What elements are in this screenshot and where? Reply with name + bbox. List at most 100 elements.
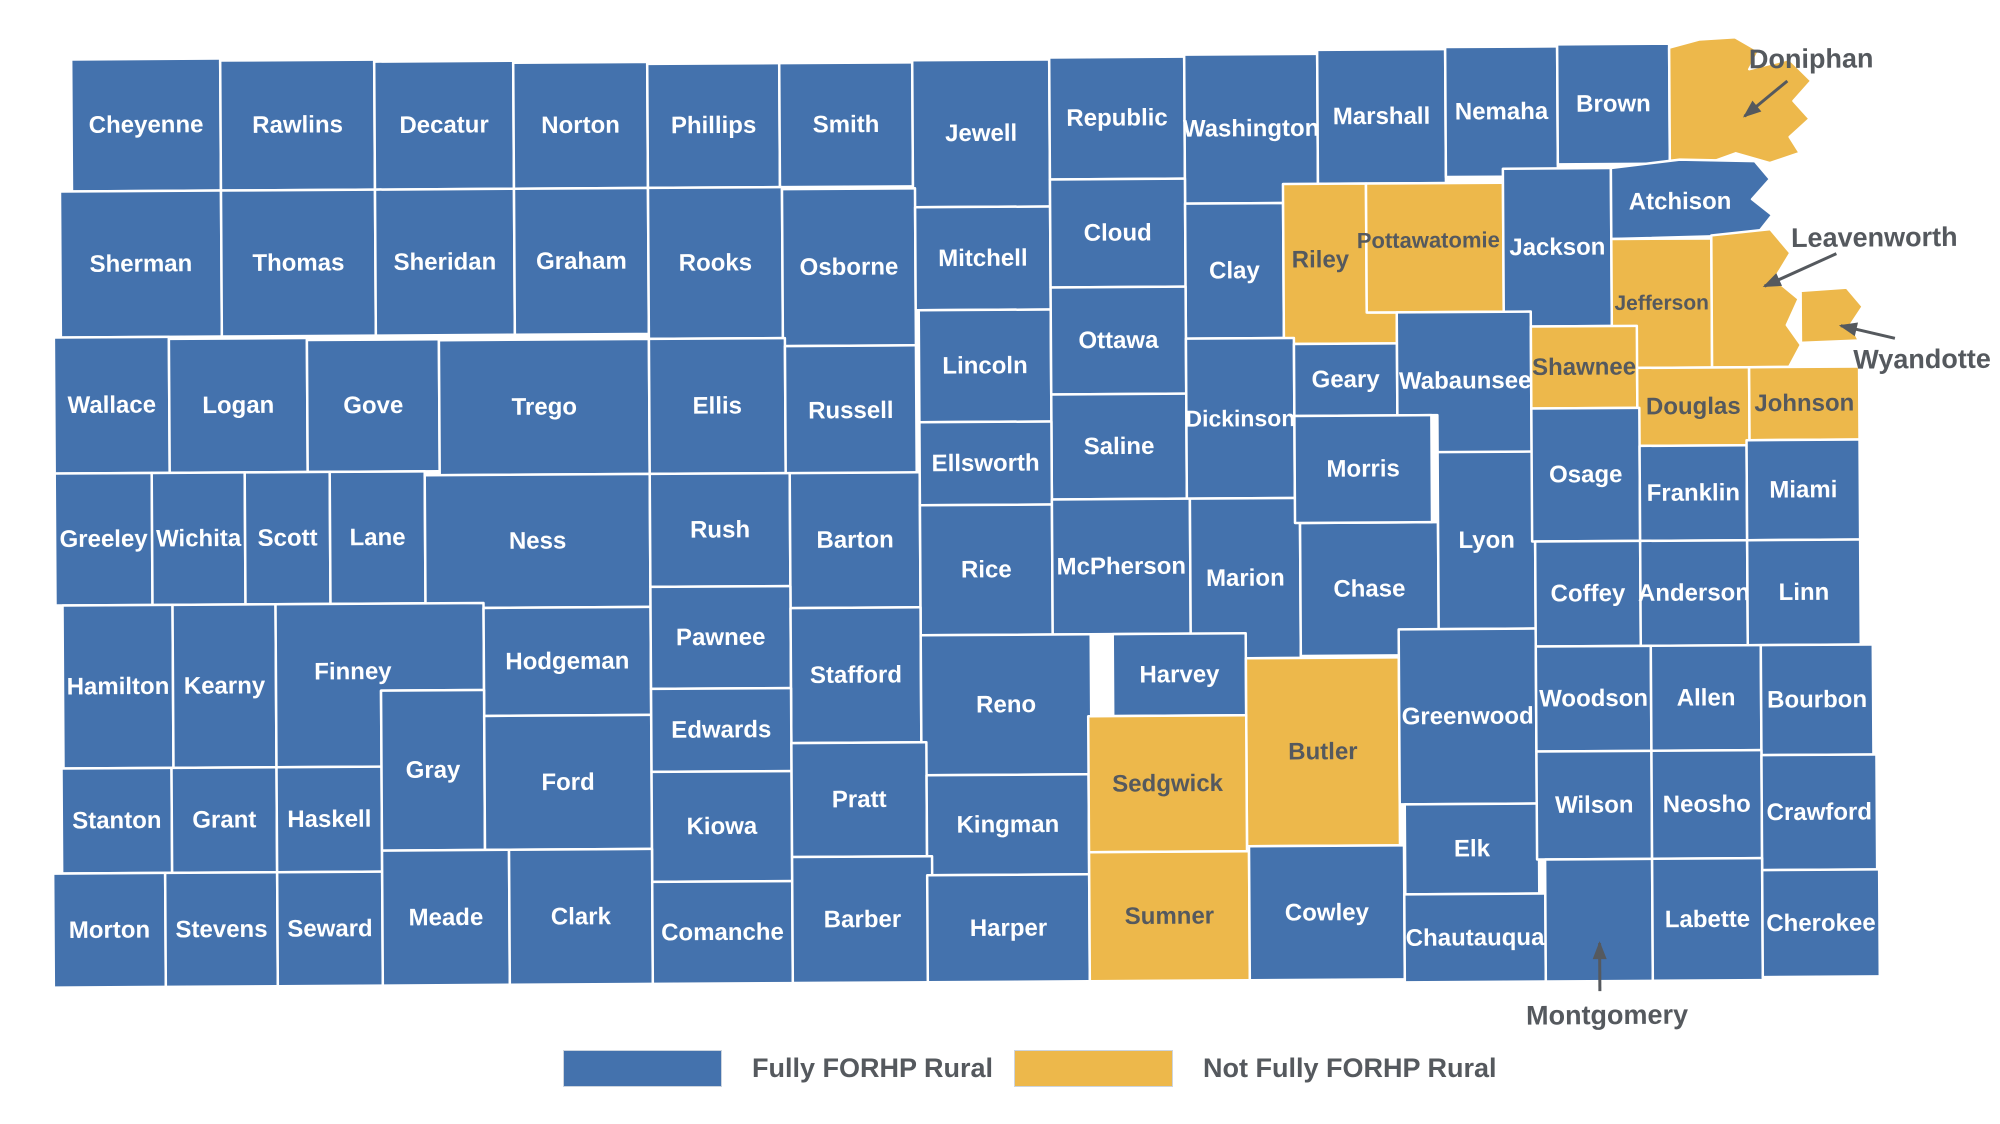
county-sheridan (373, 187, 517, 337)
county-gray (379, 688, 487, 852)
county-seward (275, 870, 385, 988)
county-sherman (58, 189, 224, 339)
county-atchison (1609, 158, 1774, 241)
county-allen (1649, 643, 1763, 753)
annotation-label-montgomery: Montgomery (1526, 1000, 1688, 1031)
county-kiowa (650, 769, 794, 884)
county-mcpherson (1050, 497, 1192, 636)
annotation-arrow-leavenworth (1762, 252, 1838, 288)
county-cherokee (1760, 868, 1882, 979)
county-clay (1183, 201, 1286, 340)
county-crawford (1760, 753, 1879, 872)
county-jewell (910, 58, 1052, 209)
legend-item-not-fully-rural: Not Fully FORHP Rural (1014, 1046, 1497, 1090)
county-ellis (647, 336, 787, 476)
county-dickinson (1184, 336, 1297, 500)
county-harvey (1111, 632, 1248, 718)
county-hodgeman (482, 605, 653, 718)
county-pawnee (649, 584, 793, 691)
county-shawnee (1529, 324, 1639, 410)
county-barber (790, 854, 935, 985)
county-haskell (275, 765, 384, 874)
county-thomas (219, 188, 378, 338)
county-leavenworth (1710, 227, 1803, 369)
county-washington (1182, 52, 1320, 205)
annotation-label-wyandotte: Wyandotte (1853, 344, 1991, 375)
county-reno (919, 632, 1093, 777)
annotation-label-leavenworth: Leavenworth (1791, 222, 1958, 253)
county-woodson (1534, 644, 1653, 753)
county-smith (777, 61, 915, 189)
county-bourbon (1759, 643, 1875, 757)
county-osage (1530, 406, 1642, 543)
county-shapes-group: Cheyenne Rawlins Decatur Norton Phillips Smit… (51, 36, 1991, 1031)
county-ottawa (1049, 285, 1188, 396)
county-neosho (1650, 748, 1764, 861)
county-gove (305, 337, 441, 474)
county-douglas (1635, 365, 1751, 448)
legend-label-not-fully-rural: Not Fully FORHP Rural (1203, 1052, 1497, 1083)
county-nemaha (1443, 45, 1560, 179)
county-morris (1293, 413, 1434, 525)
county-anderson (1638, 538, 1750, 648)
county-cheyenne (69, 57, 223, 193)
county-kingman (925, 773, 1091, 877)
county-marshall (1315, 47, 1448, 186)
county-ness (423, 472, 652, 610)
county-stevens (163, 870, 280, 989)
county-rooks (646, 185, 785, 341)
county-ellsworth (918, 420, 1054, 507)
county-jackson (1501, 166, 1614, 328)
county-rawlins (218, 58, 377, 192)
county-edwards (649, 686, 793, 774)
county-scott (243, 470, 332, 606)
legend-item-fully-rural: Fully FORHP Rural (563, 1046, 993, 1090)
county-stanton (60, 766, 174, 875)
county-chautauqua (1403, 892, 1548, 984)
county-harper (925, 873, 1092, 984)
county-sedgwick (1086, 714, 1249, 854)
county-mitchell (913, 205, 1052, 312)
county-saline (1049, 392, 1189, 501)
county-morton (51, 871, 168, 989)
county-elk (1403, 802, 1541, 896)
annotation-label-doniphan: Doniphan (1749, 43, 1874, 74)
legend-swatch-fully-rural (563, 1049, 722, 1087)
county-linn (1745, 538, 1863, 647)
county-rice (918, 503, 1054, 637)
county-lincoln (917, 308, 1053, 424)
county-greenwood (1397, 627, 1538, 806)
county-johnson (1747, 365, 1861, 442)
county-pratt (790, 740, 929, 859)
county-russell (783, 344, 918, 478)
county-butler (1244, 656, 1402, 848)
county-wichita (150, 471, 247, 607)
county-brown (1555, 42, 1672, 166)
county-rush (648, 471, 792, 589)
county-phillips (645, 61, 782, 190)
county-barton (788, 471, 922, 610)
county-decatur (372, 59, 516, 191)
county-graham (512, 186, 651, 337)
county-meade (380, 848, 512, 987)
county-logan (167, 336, 309, 475)
legend-label-fully-rural: Fully FORHP Rural (752, 1052, 994, 1083)
county-sumner (1087, 850, 1252, 983)
county-cloud (1048, 177, 1187, 289)
county-miami (1745, 438, 1862, 542)
county-trego (437, 337, 651, 477)
county-comanche (650, 879, 795, 986)
county-stafford (789, 606, 923, 745)
county-osborne (780, 187, 918, 348)
county-republic (1047, 55, 1187, 181)
county-lyon (1436, 450, 1537, 631)
county-labette (1650, 856, 1765, 983)
county-cowley (1247, 844, 1407, 982)
county-geary (1292, 342, 1399, 418)
county-lane (328, 470, 427, 606)
county-coffey (1533, 539, 1643, 648)
county-hamilton (61, 603, 175, 770)
county-pottawatomie (1364, 181, 1505, 314)
